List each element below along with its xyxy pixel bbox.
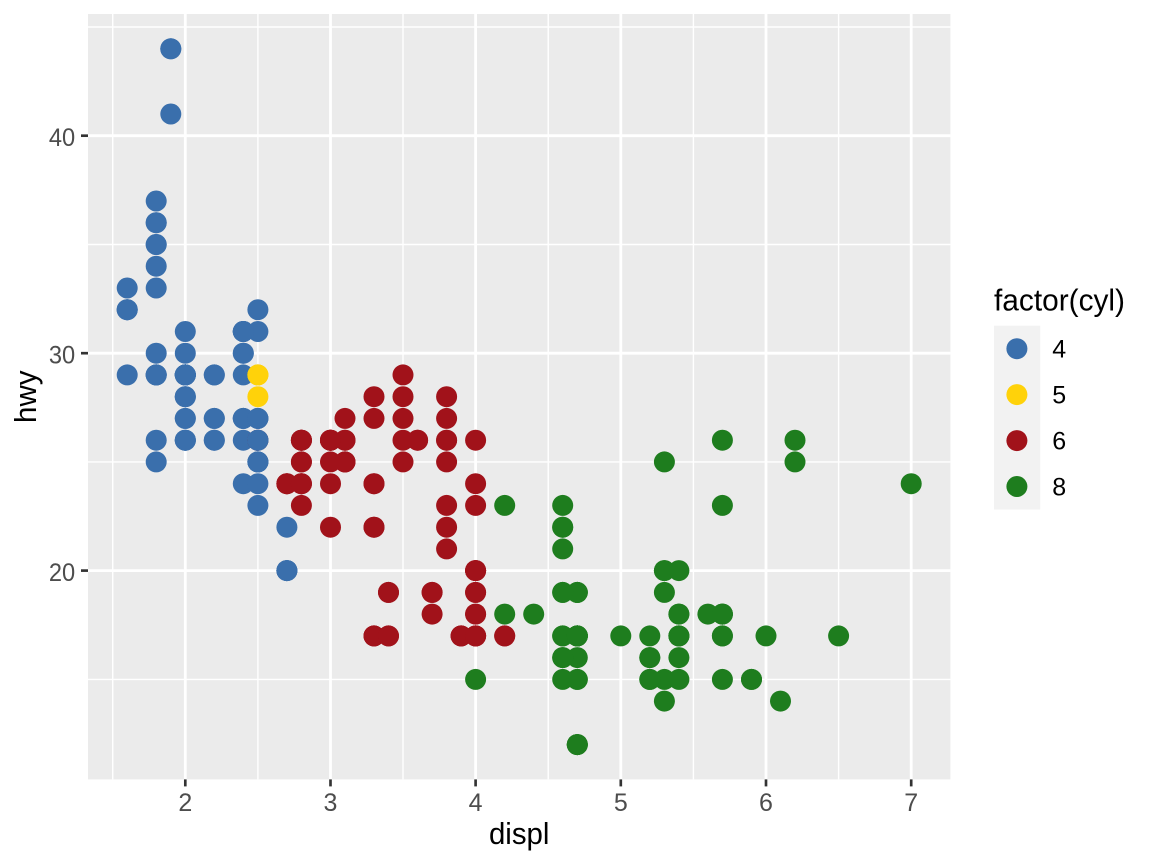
svg-text:6: 6 (1052, 427, 1066, 455)
svg-text:40: 40 (49, 124, 75, 152)
svg-text:8: 8 (1052, 473, 1066, 501)
svg-text:5: 5 (614, 789, 628, 817)
svg-text:2: 2 (178, 789, 192, 817)
svg-text:hwy: hwy (9, 370, 43, 423)
svg-text:factor(cyl): factor(cyl) (994, 284, 1125, 318)
svg-text:3: 3 (324, 789, 338, 817)
svg-text:7: 7 (904, 789, 918, 817)
svg-text:4: 4 (469, 789, 483, 817)
svg-text:20: 20 (49, 559, 75, 587)
svg-text:30: 30 (49, 342, 75, 370)
svg-text:5: 5 (1052, 381, 1066, 409)
svg-text:displ: displ (489, 817, 550, 851)
svg-text:4: 4 (1052, 336, 1066, 364)
svg-text:6: 6 (759, 789, 773, 817)
